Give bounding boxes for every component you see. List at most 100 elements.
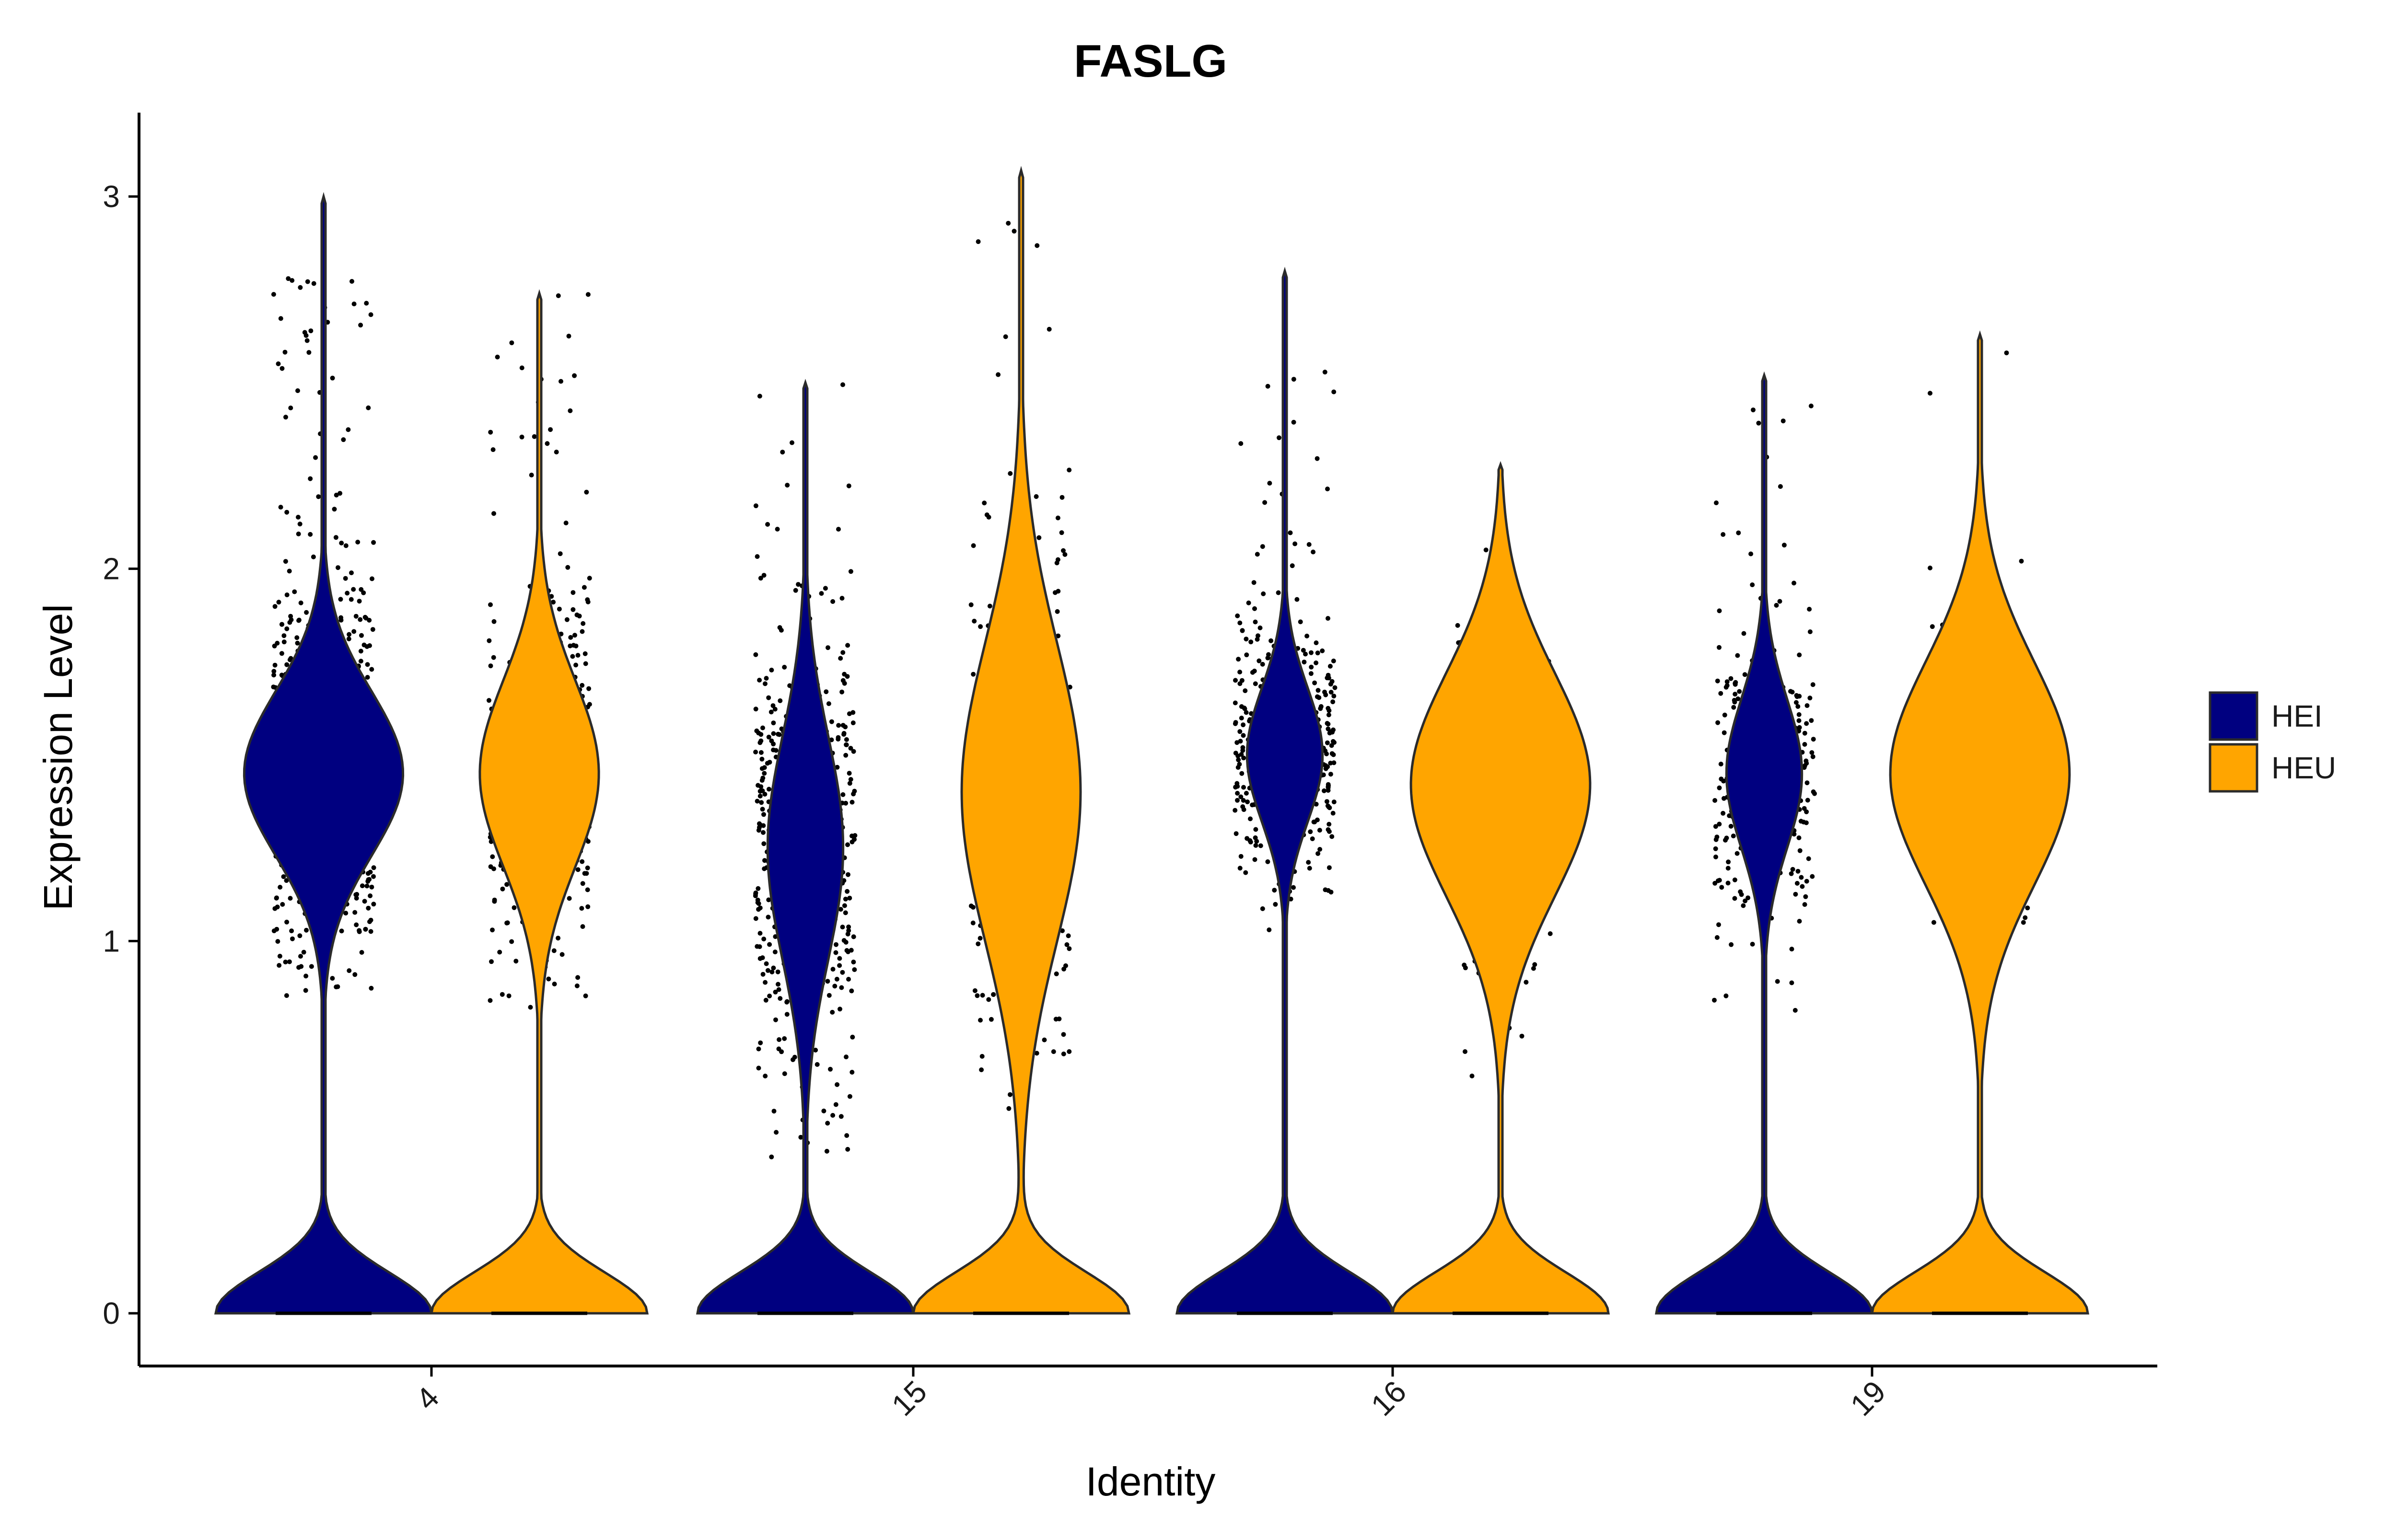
jitter-point (762, 792, 767, 797)
jitter-point (1309, 671, 1314, 676)
jitter-point (985, 512, 989, 517)
jitter-point (1712, 881, 1717, 886)
legend-label-hei: HEI (2271, 699, 2323, 733)
jitter-point (836, 723, 841, 728)
jitter-point (1316, 695, 1321, 700)
jitter-point (1326, 713, 1331, 718)
jitter-point (823, 586, 828, 591)
jitter-point (973, 988, 977, 993)
jitter-point (276, 361, 281, 366)
jitter-point (778, 698, 782, 703)
jitter-point (573, 663, 578, 668)
jitter-point (311, 555, 316, 559)
jitter-point (840, 596, 845, 601)
jitter-point (850, 800, 855, 805)
jitter-point (1735, 851, 1740, 856)
jitter-point (1751, 407, 1756, 412)
jitter-point (1260, 906, 1265, 911)
jitter-point (290, 278, 294, 283)
y-axis-title: Expression Level (35, 604, 81, 911)
jitter-point (1054, 1017, 1059, 1021)
jitter-point (552, 949, 557, 953)
jitter-point (284, 510, 289, 515)
jitter-point (372, 865, 376, 870)
jitter-point (843, 897, 848, 902)
jitter-point (848, 781, 852, 786)
jitter-point (1233, 808, 1237, 813)
jitter-point (1244, 637, 1248, 641)
jitter-point (489, 959, 494, 964)
jitter-point (490, 854, 495, 859)
jitter-point (273, 604, 278, 609)
jitter-point (495, 355, 500, 359)
jitter-point (351, 587, 356, 592)
jitter-point (852, 967, 857, 972)
jitter-point (1241, 785, 1246, 790)
jitter-point (839, 985, 844, 990)
jitter-point (1312, 681, 1317, 685)
jitter-point (988, 604, 992, 609)
jitter-point (760, 726, 765, 730)
jitter-point (487, 638, 491, 643)
jitter-point (1054, 972, 1059, 976)
jitter-point (1235, 753, 1240, 758)
jitter-point (1714, 500, 1719, 505)
jitter-point (313, 455, 318, 460)
jitter-point (1733, 692, 1737, 696)
jitter-point (845, 842, 850, 847)
jitter-point (980, 1054, 985, 1059)
jitter-point (969, 602, 974, 607)
axes-layer: 01234 15 16 19 (103, 113, 2157, 1423)
jitter-point (341, 437, 346, 442)
jitter-point (762, 573, 767, 578)
jitter-point (1733, 878, 1737, 882)
jitter-point (1325, 721, 1330, 726)
jitter-point (1237, 729, 1242, 734)
jitter-point (851, 960, 856, 964)
jitter-point (1332, 799, 1337, 804)
jitter-point (554, 450, 559, 454)
jitter-point (775, 527, 780, 532)
jitter-point (851, 934, 856, 939)
jitter-point (763, 1074, 768, 1078)
jitter-point (756, 900, 760, 905)
jitter-point (367, 877, 372, 882)
jitter-point (366, 871, 371, 876)
jitter-point (1470, 1074, 1475, 1078)
jitter-point (279, 622, 284, 627)
jitter-point (760, 778, 765, 783)
jitter-point (1257, 659, 1261, 663)
jitter-point (756, 783, 760, 788)
jitter-point (1790, 947, 1794, 951)
jitter-point (767, 994, 772, 998)
jitter-point (360, 950, 364, 955)
jitter-point (371, 902, 376, 906)
jitter-point (308, 476, 313, 481)
jitter-point (1252, 606, 1257, 611)
jitter-point (1797, 712, 1802, 717)
jitter-point (297, 618, 302, 623)
jitter-point (528, 1005, 533, 1010)
jitter-point (978, 624, 983, 629)
jitter-point (305, 279, 310, 284)
jitter-point (845, 889, 849, 894)
jitter-point (836, 527, 841, 532)
jitter-point (847, 484, 851, 488)
jitter-point (1332, 740, 1337, 745)
jitter-point (1722, 730, 1727, 735)
jitter-point (1248, 816, 1253, 821)
jitter-point (837, 963, 842, 968)
jitter-point (785, 483, 790, 487)
jitter-point (825, 979, 830, 984)
jitter-point (489, 663, 493, 668)
jitter-point (580, 683, 584, 688)
jitter-point (1798, 848, 1803, 853)
jitter-point (492, 899, 497, 904)
jitter-point (337, 491, 342, 496)
x-axis-title: Identity (1086, 1459, 1216, 1504)
jitter-point (756, 1065, 761, 1070)
jitter-point (283, 559, 288, 564)
jitter-point (1003, 335, 1008, 339)
jitter-point (1719, 762, 1723, 766)
jitter-point (584, 490, 589, 495)
